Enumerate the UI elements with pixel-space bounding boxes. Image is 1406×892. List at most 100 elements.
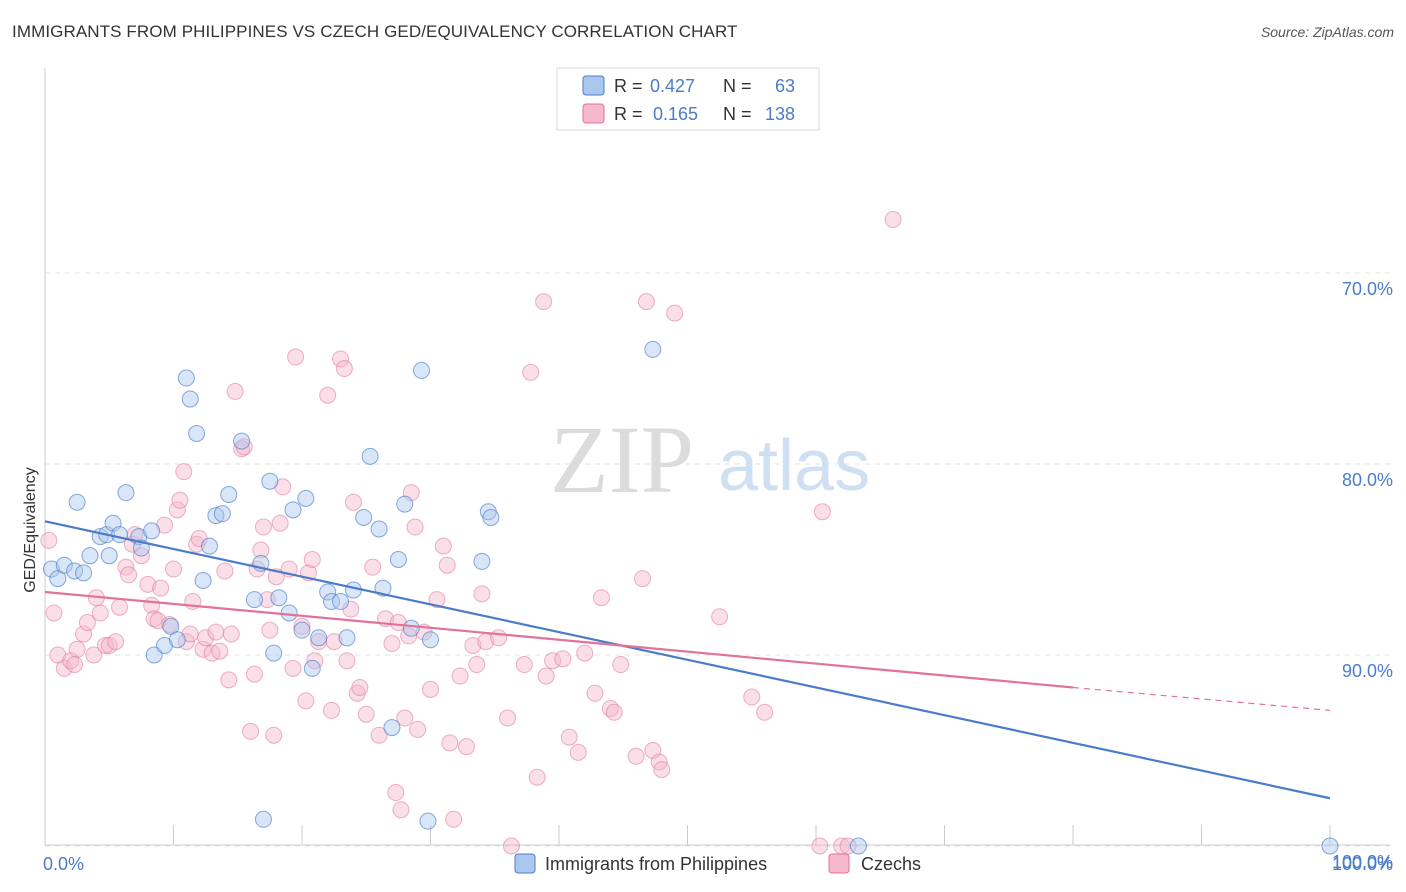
czechs-point: [535, 293, 553, 311]
y-tick-label: 80.0%: [1342, 470, 1393, 490]
philippines-point: [644, 340, 662, 358]
philippines-point: [370, 520, 388, 538]
legend-n-value-blue: 63: [775, 76, 795, 96]
philippines-point: [297, 489, 315, 507]
philippines-point: [338, 629, 356, 647]
czechs-point: [284, 659, 302, 677]
philippines-point: [270, 589, 288, 607]
philippines-point: [207, 507, 225, 525]
czechs-point: [265, 726, 283, 744]
trend-line-czechs-extension: [1072, 686, 1331, 711]
czechs-point: [528, 768, 546, 786]
czechs-point: [813, 503, 831, 521]
czechs-point: [197, 629, 215, 647]
philippines-point: [254, 810, 272, 828]
czechs-point: [392, 801, 410, 819]
philippines-point: [261, 472, 279, 490]
czechs-point: [293, 617, 311, 635]
czechs-point: [111, 598, 129, 616]
czechs-point: [445, 810, 463, 828]
czechs-point: [96, 636, 114, 654]
czechs-point: [637, 293, 655, 311]
philippines-point: [413, 361, 431, 379]
philippines-point: [181, 390, 199, 408]
philippines-point: [303, 659, 321, 677]
czechs-point: [884, 211, 902, 229]
czechs-point: [220, 671, 238, 689]
czechs-point: [66, 656, 84, 674]
legend-r-value-pink: 0.165: [653, 104, 698, 124]
philippines-point: [220, 486, 238, 504]
legend-swatch-czechs: [828, 853, 850, 874]
czechs-point: [490, 629, 508, 647]
philippines-point: [361, 447, 379, 465]
czechs-point: [576, 644, 594, 662]
philippines-point: [117, 484, 135, 502]
legend-label-czechs: Czechs: [861, 854, 921, 874]
philippines-point: [194, 572, 212, 590]
watermark-atlas: atlas: [718, 426, 870, 506]
legend-label-philippines: Immigrants from Philippines: [545, 854, 767, 874]
czechs-point: [811, 837, 829, 855]
legend-n-label-pink: N =: [723, 104, 752, 124]
legend-r-label-blue: R =: [614, 76, 643, 96]
philippines-point: [81, 547, 99, 565]
czechs-point: [319, 386, 337, 404]
czechs-point: [406, 518, 424, 536]
czechs-point: [245, 665, 263, 683]
philippines-point: [284, 501, 302, 519]
czechs-point: [165, 560, 182, 578]
philippines-point: [482, 508, 500, 526]
czechs-point: [441, 734, 459, 752]
czechs-point: [387, 784, 405, 802]
czechs-point: [544, 652, 562, 670]
legend-swatch-philippines: [514, 853, 536, 874]
legend-stats-swatch-blue: [582, 75, 605, 96]
czechs-point: [592, 589, 610, 607]
czechs-point: [605, 703, 623, 721]
czechs-point: [743, 688, 761, 706]
czechs-point: [222, 625, 240, 643]
czechs-point: [310, 633, 328, 651]
czechs-point: [457, 738, 475, 756]
czechs-point: [434, 537, 452, 555]
czechs-point: [428, 591, 446, 609]
czechs-point: [303, 551, 321, 568]
philippines-point: [293, 621, 311, 639]
philippines-point: [473, 552, 491, 570]
czechs-point: [451, 667, 469, 685]
czechs-point: [78, 614, 96, 632]
legend-n-value-pink: 138: [765, 104, 795, 124]
y-tick-label: 90.0%: [1342, 661, 1393, 681]
czechs-point: [396, 709, 414, 727]
philippines-point: [75, 564, 93, 582]
czechs-point: [653, 761, 671, 779]
philippines-point: [323, 593, 341, 611]
legend-r-value-blue: 0.427: [650, 76, 695, 96]
czechs-point: [537, 667, 555, 685]
czechs-point: [152, 579, 170, 597]
czechs-point: [351, 678, 369, 696]
philippines-point: [355, 508, 373, 526]
czechs-point: [383, 635, 401, 653]
czechs-point: [409, 720, 427, 738]
gridlines: [45, 272, 1390, 847]
series-czechs-points: [40, 211, 902, 855]
czechs-point: [323, 701, 341, 719]
czechs-point: [287, 348, 305, 366]
philippines-point: [188, 424, 206, 442]
philippines-point: [111, 526, 129, 544]
philippines-point: [389, 551, 407, 568]
philippines-point: [419, 812, 437, 830]
czechs-point: [107, 633, 125, 651]
czechs-point: [216, 562, 234, 580]
czechs-point: [40, 531, 58, 549]
czechs-point: [261, 621, 279, 639]
philippines-point: [422, 631, 439, 649]
czechs-point: [91, 604, 109, 622]
czechs-point: [586, 684, 604, 702]
czechs-point: [370, 726, 388, 744]
czechs-point: [68, 640, 86, 658]
czechs-point: [332, 350, 350, 368]
